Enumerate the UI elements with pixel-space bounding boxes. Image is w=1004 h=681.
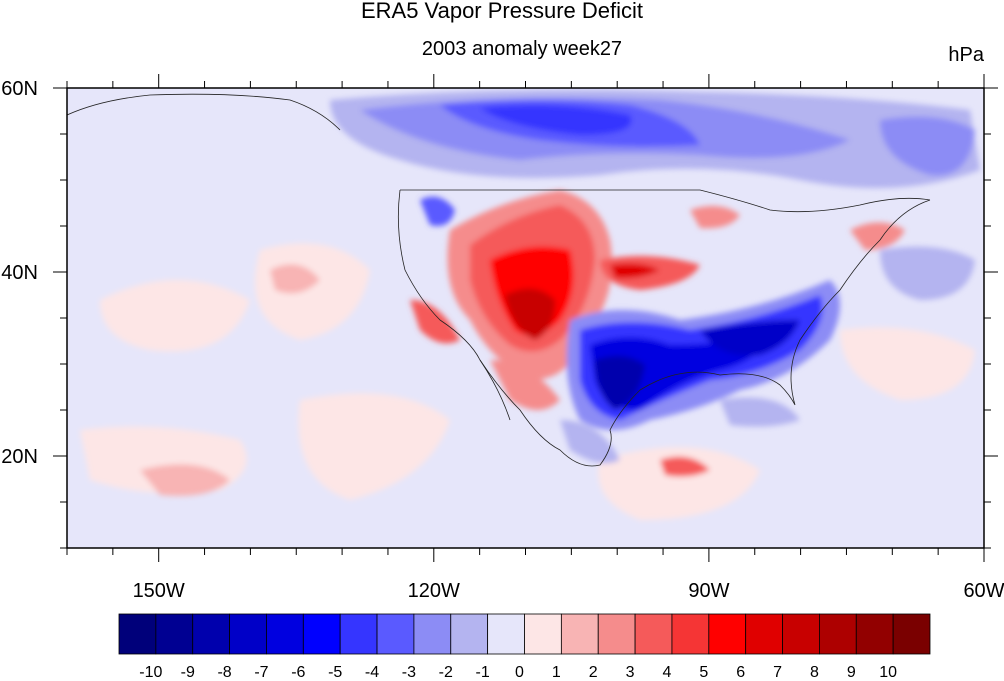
- colorbar-box: [819, 613, 857, 655]
- colorbar-box: [450, 613, 489, 655]
- lat-label: 60N: [1, 78, 38, 100]
- colorbar-box: [192, 613, 230, 655]
- colorbar-box: [118, 613, 157, 655]
- lon-label: 90W: [688, 580, 729, 602]
- colorbar-label: 3: [626, 664, 635, 681]
- colorbar-label: -1: [476, 664, 490, 681]
- colorbar-label: 9: [847, 664, 856, 681]
- colorbar-label: -9: [181, 664, 195, 681]
- colorbar-box: [560, 613, 599, 655]
- colorbar-box: [155, 613, 194, 655]
- colorbar-box: [413, 613, 452, 655]
- colorbar-label: 5: [699, 664, 708, 681]
- colorbar-label: 2: [589, 664, 598, 681]
- colorbar-box: [266, 613, 304, 655]
- lon-label: 60W: [963, 580, 1004, 602]
- colorbar-box: [524, 613, 562, 655]
- colorbar: -10 -9 -8 -7 -6 -5 -4 -3 -2 -1 0 1 2 3 4 5 6 7 8 9 10: [118, 613, 931, 681]
- colorbar-box: [302, 613, 341, 655]
- colorbar-label: 1: [552, 664, 561, 681]
- colorbar-label: 10: [879, 664, 897, 681]
- colorbar-label: -3: [402, 664, 416, 681]
- colorbar-label: -6: [291, 664, 305, 681]
- anomaly-field: [67, 88, 984, 548]
- colorbar-box: [339, 613, 378, 655]
- lon-label: 150W: [133, 580, 185, 602]
- colorbar-label: -2: [439, 664, 453, 681]
- axis-ticks: [53, 74, 998, 562]
- colorbar-label: 7: [773, 664, 782, 681]
- chart-subtitle: 2003 anomaly week27: [421, 38, 623, 60]
- chart-title: ERA5 Vapor Pressure Deficit: [360, 0, 644, 23]
- units-label: hPa: [948, 44, 984, 66]
- colorbar-label: -8: [217, 664, 231, 681]
- colorbar-box: [597, 613, 636, 655]
- lat-label: 40N: [1, 262, 38, 284]
- lon-label: 120W: [408, 580, 460, 602]
- colorbar-box: [782, 613, 820, 655]
- colorbar-box: [708, 613, 747, 655]
- colorbar-box: [892, 613, 931, 655]
- colorbar-box: [671, 613, 710, 655]
- colorbar-label: -5: [328, 664, 342, 681]
- colorbar-box: [376, 613, 415, 655]
- colorbar-label: 0: [515, 664, 524, 681]
- colorbar-label: -4: [365, 664, 379, 681]
- colorbar-box: [634, 613, 673, 655]
- colorbar-label: -7: [254, 664, 268, 681]
- coastlines: [67, 93, 931, 467]
- colorbar-label: 6: [736, 664, 745, 681]
- colorbar-label: 4: [663, 664, 672, 681]
- colorbar-box: [745, 613, 783, 655]
- colorbar-box: [487, 613, 525, 655]
- colorbar-box: [855, 613, 894, 655]
- colorbar-label: 8: [810, 664, 819, 681]
- lat-label: 20N: [1, 446, 38, 468]
- axis-labels: 60N 40N 20N 150W 120W 90W 60W: [1, 78, 1004, 602]
- colorbar-box: [229, 613, 267, 655]
- colorbar-label: -10: [139, 664, 162, 681]
